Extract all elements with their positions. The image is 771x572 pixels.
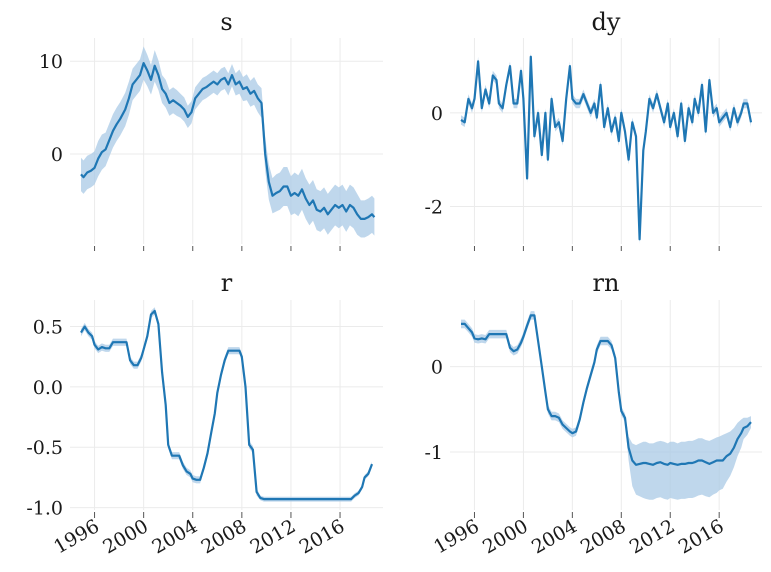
y-tick-label: 0 <box>431 103 443 125</box>
y-tick-label: 0 <box>51 144 63 166</box>
x-tick-label-2012: 2012 <box>247 515 300 558</box>
y-tick-label: -1.0 <box>26 498 63 520</box>
x-tick-label-2008: 2008 <box>577 515 630 558</box>
x-tick-label-2000: 2000 <box>479 515 532 558</box>
y-tick-label: -0.5 <box>26 437 63 459</box>
panel-dy: 0 -2 dy <box>424 8 762 251</box>
x-tick-label-2008: 2008 <box>197 515 250 558</box>
series-line <box>460 55 753 241</box>
y-tick-label: 0.5 <box>33 317 63 339</box>
x-tick-label-1996: 1996 <box>50 515 103 558</box>
y-tick-label: 0.0 <box>33 377 63 399</box>
x-tick-label-2004: 2004 <box>528 515 581 558</box>
panel-title: dy <box>592 8 621 36</box>
x-tick-label-2012: 2012 <box>626 515 679 558</box>
confidence-band <box>81 46 375 238</box>
y-tick-label: 0 <box>431 357 443 379</box>
confidence-band <box>461 311 751 500</box>
x-tick-label-2016: 2016 <box>296 515 349 558</box>
y-tick-label: -1 <box>424 442 443 464</box>
series-line <box>80 309 374 501</box>
x-tick-label-2004: 2004 <box>148 515 201 558</box>
series-line <box>80 62 376 220</box>
panel-title: rn <box>593 269 620 297</box>
confidence-band <box>81 307 372 502</box>
x-tick-label-2016: 2016 <box>675 515 728 558</box>
series-line <box>461 314 752 466</box>
panel-s: 10 0 s <box>39 8 383 251</box>
x-tick-label-2000: 2000 <box>99 515 152 558</box>
y-tick-label: -2 <box>424 197 443 219</box>
y-tick-label: 10 <box>39 51 63 73</box>
x-tick-label-1996: 1996 <box>430 515 483 558</box>
confidence-band <box>461 52 751 244</box>
panel-title: r <box>221 269 233 297</box>
panel-title: s <box>220 8 232 36</box>
